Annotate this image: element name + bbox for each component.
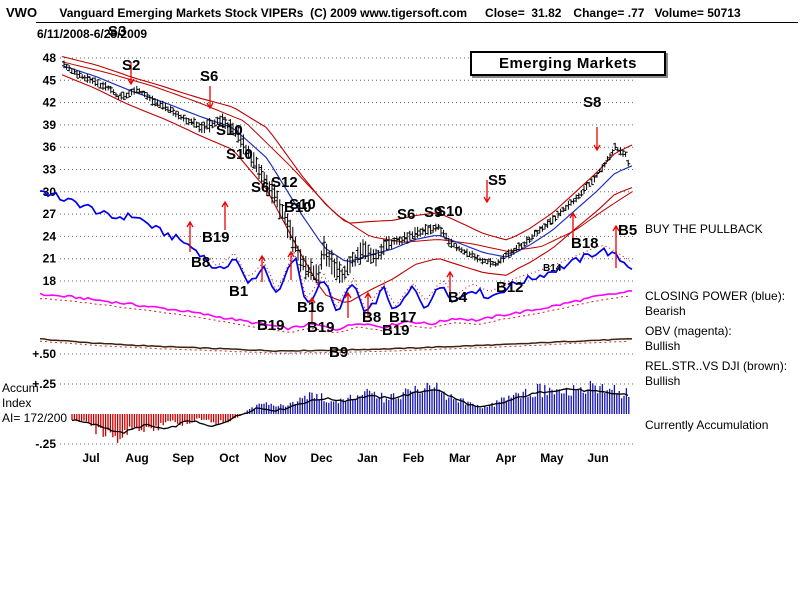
x-axis-month-label: Feb xyxy=(403,451,424,465)
signal-label-B19: B19 xyxy=(382,322,410,339)
annotation-obv: OBV (magenta): xyxy=(645,324,732,338)
accum-index-label-2: Index xyxy=(2,396,32,410)
sell-arrows-down xyxy=(127,62,601,204)
annotation-obv-state: Bullish xyxy=(645,339,681,353)
y-axis-price-label: 18 xyxy=(43,274,57,288)
annotation-rel-str-state: Bullish xyxy=(645,374,681,388)
y-axis-price-label: 39 xyxy=(43,118,57,132)
signal-label-S3: S3 xyxy=(108,23,126,40)
accum-histogram-negative xyxy=(71,414,241,443)
signal-label-B1: B1 xyxy=(229,283,248,300)
signal-label-S9: S9 xyxy=(424,204,442,221)
y-axis-price-label: 36 xyxy=(43,140,57,154)
x-axis-month-label: May xyxy=(540,451,564,465)
signal-label-B9: B9 xyxy=(329,344,348,361)
signal-label-S10: S10 xyxy=(216,122,243,139)
upper-band-line xyxy=(61,55,633,241)
x-axis-month-label: Sep xyxy=(172,451,194,465)
signal-label-B10: B10 xyxy=(284,199,312,216)
y-axis-price-label: 42 xyxy=(43,96,57,110)
signal-label-S10: S10 xyxy=(436,203,463,220)
signal-label-S8: S8 xyxy=(583,94,601,111)
window-title: Vanguard Emerging Markets Stock VIPERs (… xyxy=(0,6,800,20)
signal-label-B8: B8 xyxy=(362,309,381,326)
obv-line xyxy=(39,290,633,331)
x-axis-month-label: Jul xyxy=(82,451,99,465)
accum-histogram-positive xyxy=(244,380,630,414)
title-text: Vanguard Emerging Markets Stock VIPERs (… xyxy=(59,6,468,20)
annotation-closing-power-state: Bearish xyxy=(645,304,686,318)
red-ma-line xyxy=(61,61,633,252)
header-divider xyxy=(36,22,798,23)
y-axis-price-label: 48 xyxy=(43,51,57,65)
chart-title-box: Emerging Markets xyxy=(470,51,666,76)
price-candles xyxy=(62,60,631,284)
y-axis-price-label: 30 xyxy=(43,185,57,199)
volume-value-label: Volume= 50713 xyxy=(654,6,741,20)
ticker-symbol: VWO xyxy=(6,5,38,20)
x-axis-month-label: Dec xyxy=(310,451,332,465)
signal-label-S10: S10 xyxy=(226,146,253,163)
accum-index-value: AI= 172/200 xyxy=(2,411,68,425)
x-axis-month-label: Aug xyxy=(125,451,148,465)
signal-label-B5: B5 xyxy=(618,222,637,239)
y-axis-price-label: 33 xyxy=(43,163,57,177)
chart-title-text: Emerging Markets xyxy=(498,55,638,72)
closing-power-line xyxy=(39,190,633,313)
x-axis-month-label: Mar xyxy=(449,451,471,465)
signal-label-B14: B14 xyxy=(543,263,562,274)
x-axis-month-label: Jan xyxy=(357,451,378,465)
rel-str-ma-dotted xyxy=(39,340,629,354)
annotation-closing-power: CLOSING POWER (blue): xyxy=(645,289,786,303)
buy-arrows-up xyxy=(186,200,620,322)
accum-index-line xyxy=(71,388,629,435)
y-axis-indicator-label: -.25 xyxy=(35,437,56,451)
signal-label-B8: B8 xyxy=(191,254,210,271)
signal-label-S2: S2 xyxy=(122,57,140,74)
x-axis-month-label: Oct xyxy=(219,451,239,465)
y-axis-price-label: 27 xyxy=(43,207,57,221)
signal-label-B17: B17 xyxy=(389,309,417,326)
signal-label-B19: B19 xyxy=(257,317,285,334)
x-axis-month-label: Nov xyxy=(264,451,287,465)
signal-label-S10: S10 xyxy=(289,196,316,213)
x-axis-month-label: Apr xyxy=(495,451,516,465)
signal-label-B4: B4 xyxy=(448,289,468,306)
signal-label-B12: B12 xyxy=(496,279,524,296)
signal-label-S12: S12 xyxy=(271,174,298,191)
signal-label-B16: B16 xyxy=(297,299,325,316)
close-value-label: Close= 31.82 xyxy=(485,6,562,20)
signal-label-B19: B19 xyxy=(307,319,335,336)
signal-label-B19: B19 xyxy=(202,229,230,246)
annotation-rel-str: REL.STR..VS DJI (brown): xyxy=(645,359,788,373)
y-axis-indicator-label: +.25 xyxy=(32,377,56,391)
lower-band-line xyxy=(61,74,633,303)
rel-str-line xyxy=(39,337,633,353)
x-axis-month-label: Jun xyxy=(587,451,608,465)
signal-label-S6: S6 xyxy=(397,206,415,223)
accum-index-label-1: Accum xyxy=(2,381,39,395)
signal-label-S6: S6 xyxy=(200,68,218,85)
y-axis-price-label: 24 xyxy=(43,229,57,243)
annotation-buy-pullback: BUY THE PULLBACK xyxy=(645,222,763,236)
signal-label-S6: S6 xyxy=(251,179,269,196)
y-axis-indicator-label: +.50 xyxy=(32,347,56,361)
date-range-label: 6/11/2008-6/25/2009 xyxy=(37,27,148,41)
signal-label-S5: S5 xyxy=(488,172,506,189)
change-value-label: Change= .77 xyxy=(573,6,645,20)
y-axis-price-label: 45 xyxy=(43,73,57,87)
signal-label-B18: B18 xyxy=(571,235,599,252)
annotation-current-accumulation: Currently Accumulation xyxy=(645,418,769,432)
y-axis-price-label: 21 xyxy=(43,252,57,266)
